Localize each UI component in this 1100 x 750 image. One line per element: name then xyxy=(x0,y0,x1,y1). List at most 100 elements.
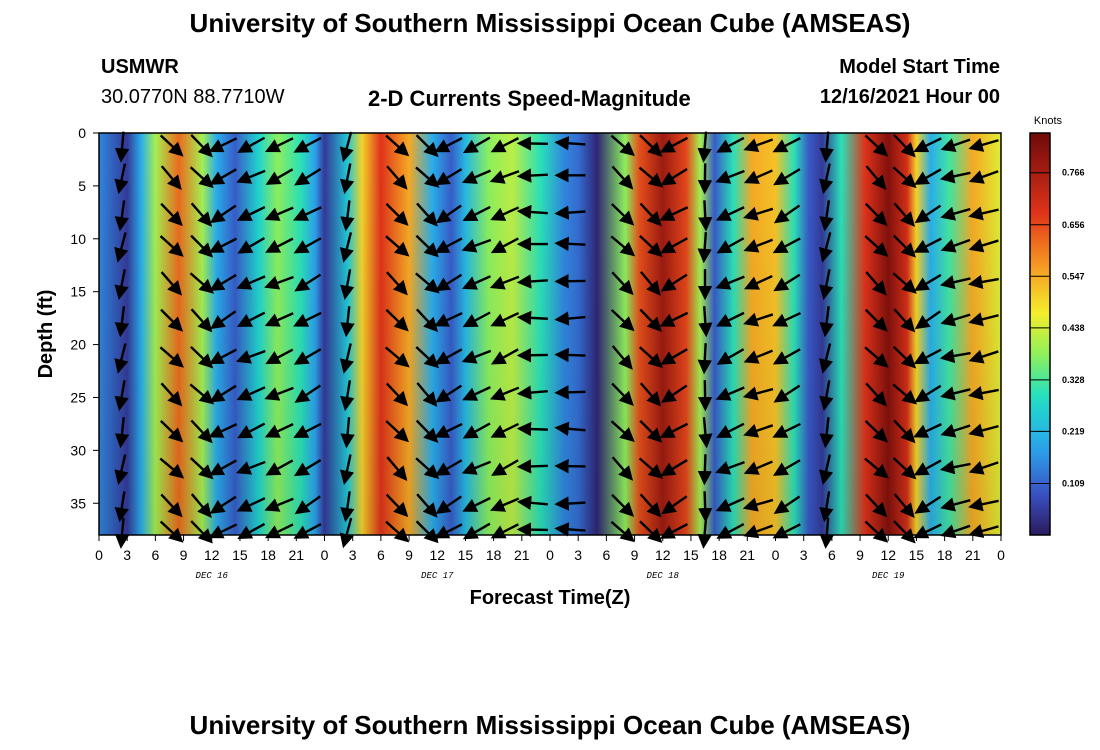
current-vector-arrow xyxy=(114,200,129,232)
current-vector-arrow xyxy=(715,311,745,327)
current-vector-arrow xyxy=(610,420,635,443)
current-vector-arrow xyxy=(697,517,712,549)
current-vector-arrow xyxy=(611,456,634,481)
y-axis-ticks: 0 5 10 15 20 25 30 35 xyxy=(70,125,99,511)
x-tick-label: 0 xyxy=(772,547,780,563)
current-vector-arrow xyxy=(639,202,662,227)
current-vector-arrow xyxy=(743,312,774,327)
x-axis-label: Forecast Time(Z) xyxy=(470,587,631,609)
current-vector-arrow xyxy=(697,232,712,264)
current-vector-arrow xyxy=(236,311,266,327)
current-vector-arrow xyxy=(293,136,322,153)
current-vector-arrow xyxy=(416,493,438,518)
current-vector-arrow xyxy=(293,523,322,539)
current-vector-arrow xyxy=(415,272,440,294)
colorbar-tick-label: 0.109 xyxy=(1062,478,1085,488)
current-vector-arrow xyxy=(490,137,519,153)
current-vector-arrow xyxy=(434,348,463,365)
current-vector-arrow xyxy=(190,134,213,158)
current-vector-arrow xyxy=(773,384,801,403)
current-vector-arrow xyxy=(659,523,689,539)
x-tick-label: 21 xyxy=(514,547,530,563)
current-vector-arrow xyxy=(610,309,635,332)
current-vector-arrow xyxy=(462,496,491,512)
model-start-label: Model Start Time xyxy=(839,56,1000,78)
current-vector-arrow xyxy=(159,235,184,257)
current-vector-arrow xyxy=(864,308,888,332)
current-vector-arrow xyxy=(339,517,354,549)
current-vector-arrow xyxy=(190,202,213,227)
current-vector-arrow xyxy=(639,134,663,157)
current-vector-arrow xyxy=(385,235,410,257)
current-vector-arrow xyxy=(715,497,745,512)
current-vector-arrow xyxy=(819,454,834,485)
current-vector-arrow xyxy=(264,386,294,401)
current-vector-arrow xyxy=(416,202,438,227)
current-vector-arrow xyxy=(385,134,410,157)
x-tick-label: 21 xyxy=(740,547,756,563)
current-vector-arrow xyxy=(209,168,237,185)
current-vector-arrow xyxy=(968,206,999,221)
current-vector-arrow xyxy=(293,206,322,221)
current-vector-arrow xyxy=(554,136,586,151)
current-vector-arrow xyxy=(160,308,184,332)
current-vector-arrow xyxy=(914,273,942,291)
y-tick-label: 35 xyxy=(70,495,86,511)
current-vector-arrow xyxy=(160,165,182,191)
current-vector-arrow xyxy=(340,417,355,449)
x-tick-label: 9 xyxy=(856,547,864,563)
x-tick-label: 21 xyxy=(289,547,305,563)
current-vector-arrow xyxy=(742,497,774,512)
current-vector-arrow xyxy=(660,237,688,254)
current-vector-arrow xyxy=(294,495,321,515)
current-vector-arrow xyxy=(490,206,520,221)
current-vector-arrow xyxy=(893,493,915,518)
colorbar xyxy=(1029,132,1051,536)
current-vector-arrow xyxy=(773,273,801,292)
current-vector-arrow xyxy=(490,348,519,365)
current-vector-arrow xyxy=(114,491,129,523)
current-vector-arrow xyxy=(660,348,688,365)
x-tick-label: 3 xyxy=(800,547,808,563)
current-vector-arrow xyxy=(913,523,942,539)
current-vector-arrow xyxy=(913,168,942,185)
current-vector-arrow xyxy=(490,311,520,327)
colorbar-ticks: 0.109 0.219 0.328 0.438 0.547 0.656 0.766 xyxy=(1030,168,1085,488)
current-vector-arrow xyxy=(385,493,409,518)
current-vector-arrow xyxy=(516,495,548,511)
colorbar-unit: Knots xyxy=(1034,115,1063,127)
current-vector-arrow xyxy=(819,517,834,549)
current-vector-arrow xyxy=(208,137,238,153)
current-vector-arrow xyxy=(743,460,773,475)
current-vector-arrow xyxy=(819,306,834,338)
current-vector-arrow xyxy=(434,237,463,254)
current-vector-arrow xyxy=(819,163,834,195)
current-vector-arrow xyxy=(913,137,942,153)
current-vector-arrow xyxy=(433,311,463,327)
current-vector-arrow xyxy=(415,134,439,158)
current-vector-arrow xyxy=(265,237,294,253)
current-vector-arrow xyxy=(210,310,237,330)
current-vector-arrow xyxy=(611,345,633,370)
current-vector-arrow xyxy=(864,235,889,257)
current-vector-arrow xyxy=(236,169,266,184)
current-vector-arrow xyxy=(340,269,355,301)
current-vector-arrow xyxy=(772,311,801,327)
current-vector-arrow xyxy=(415,166,440,188)
depth-shading xyxy=(99,133,1001,535)
current-vector-arrow xyxy=(554,347,586,363)
current-vector-arrow xyxy=(892,383,918,405)
current-vector-arrow xyxy=(415,457,440,480)
current-vector-arrow xyxy=(237,422,266,439)
current-vector-arrow xyxy=(743,238,774,253)
current-vector-arrow xyxy=(190,345,214,369)
x-tick-label: 15 xyxy=(909,547,925,563)
current-vector-arrow xyxy=(715,206,745,221)
current-vector-arrow xyxy=(461,238,492,253)
current-vector-arrow xyxy=(236,206,266,221)
current-vector-arrow xyxy=(968,349,999,364)
current-vector-arrow xyxy=(698,200,713,232)
current-vector-arrow xyxy=(940,275,971,290)
x-axis-ticks: 0 3 6 9 12 15 18 21 0 3 6 9 12 15 18 21 0 3 6 9 12 15 18 21 0 3 6 9… xyxy=(95,535,1005,563)
current-vector-arrow xyxy=(265,348,294,365)
